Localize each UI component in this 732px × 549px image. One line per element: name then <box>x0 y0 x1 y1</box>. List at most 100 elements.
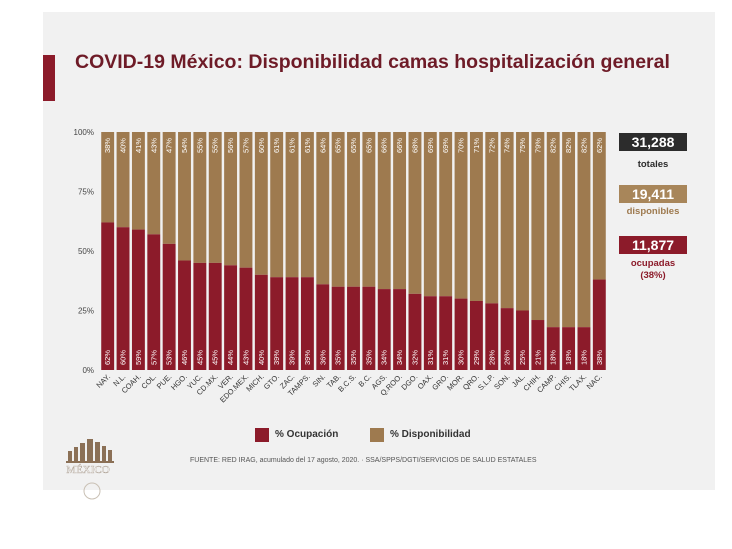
data-label-ocupacion: 35% <box>349 350 358 365</box>
bar-disponibilidad <box>331 132 345 287</box>
ocupadas-badge: 11,877 <box>619 236 687 254</box>
data-label-ocupacion: 46% <box>180 350 189 365</box>
x-tick-label: DGO. <box>399 372 419 392</box>
data-label-ocupacion: 59% <box>134 350 143 365</box>
data-label-disponibilidad: 65% <box>334 138 343 153</box>
data-label-disponibilidad: 60% <box>257 138 266 153</box>
bar-disponibilidad <box>592 132 606 280</box>
bar-ocupacion <box>577 327 591 370</box>
bar-disponibilidad <box>500 132 514 309</box>
x-tick-label: B.C.S. <box>336 372 358 394</box>
bar-ocupacion <box>254 274 268 370</box>
bar-ocupacion <box>408 293 422 370</box>
bar-ocupacion <box>131 229 145 370</box>
bar-ocupacion <box>208 262 222 370</box>
data-label-ocupacion: 60% <box>119 350 128 365</box>
bar-ocupacion <box>500 308 514 370</box>
data-label-disponibilidad: 69% <box>426 138 435 153</box>
data-label-ocupacion: 26% <box>503 350 512 365</box>
data-label-ocupacion: 45% <box>195 350 204 365</box>
x-tick-label: TLAX. <box>567 372 588 393</box>
y-tick-label: 25% <box>78 307 94 316</box>
bar-ocupacion <box>377 289 391 370</box>
legend-disponibilidad-label: % Disponibilidad <box>390 429 471 440</box>
bar-disponibilidad <box>469 132 483 301</box>
bar-disponibilidad <box>577 132 591 328</box>
data-label-ocupacion: 39% <box>288 350 297 365</box>
title-accent-bar <box>43 55 55 101</box>
bar-disponibilidad <box>362 132 376 287</box>
bar-ocupacion <box>300 277 314 370</box>
data-label-disponibilidad: 82% <box>564 138 573 153</box>
y-tick-label: 50% <box>78 247 94 256</box>
x-tick-label: SON. <box>492 372 511 391</box>
data-label-disponibilidad: 82% <box>579 138 588 153</box>
data-label-ocupacion: 18% <box>564 350 573 365</box>
data-label-disponibilidad: 61% <box>272 138 281 153</box>
data-label-disponibilidad: 75% <box>518 138 527 153</box>
data-label-ocupacion: 34% <box>380 350 389 365</box>
bar-disponibilidad <box>178 132 191 261</box>
bar-ocupacion <box>454 298 468 370</box>
bar-disponibilidad <box>101 132 115 223</box>
y-tick-label: 0% <box>82 366 94 375</box>
data-label-ocupacion: 28% <box>487 350 496 365</box>
data-label-disponibilidad: 47% <box>165 138 174 153</box>
data-label-disponibilidad: 38% <box>103 138 112 153</box>
data-label-ocupacion: 34% <box>395 350 404 365</box>
legend-ocupacion-swatch <box>255 428 269 442</box>
legend-ocupacion-label: % Ocupación <box>275 429 339 440</box>
logo-wordmark: MÉXICO <box>66 464 109 476</box>
data-label-ocupacion: 31% <box>426 350 435 365</box>
x-tick-label: S.L.P. <box>476 372 496 392</box>
data-label-disponibilidad: 66% <box>395 138 404 153</box>
data-label-disponibilidad: 61% <box>288 138 297 153</box>
bar-ocupacion <box>331 286 345 370</box>
ocupadas-label: ocupadas <box>630 258 676 269</box>
ocupadas-pct: (38%) <box>640 270 666 281</box>
bar-disponibilidad <box>516 132 529 311</box>
bar-disponibilidad <box>300 132 314 278</box>
bar-ocupacion <box>516 310 529 370</box>
bar-ocupacion <box>531 320 545 370</box>
data-label-disponibilidad: 72% <box>487 138 496 153</box>
data-label-disponibilidad: 68% <box>410 138 419 153</box>
bar-ocupacion <box>147 234 161 370</box>
chart-title: COVID-19 México: Disponibilidad camas ho… <box>75 51 670 73</box>
data-label-disponibilidad: 61% <box>303 138 312 153</box>
data-label-disponibilidad: 54% <box>180 138 189 153</box>
x-tick-label: MOR. <box>445 372 465 392</box>
data-label-disponibilidad: 70% <box>457 138 466 153</box>
data-label-disponibilidad: 74% <box>503 138 512 153</box>
bar-ocupacion <box>347 286 360 370</box>
data-label-ocupacion: 43% <box>241 350 250 365</box>
data-label-ocupacion: 18% <box>549 350 558 365</box>
x-tick-label: SIN. <box>311 372 328 389</box>
data-label-disponibilidad: 66% <box>380 138 389 153</box>
data-label-ocupacion: 45% <box>211 350 220 365</box>
totales-badge: 31,288 <box>619 133 687 151</box>
data-label-ocupacion: 35% <box>334 350 343 365</box>
bar-disponibilidad <box>439 132 453 297</box>
bar-ocupacion <box>439 296 453 370</box>
legend-disponibilidad-swatch <box>370 428 384 442</box>
data-label-ocupacion: 18% <box>579 350 588 365</box>
bar-ocupacion <box>592 279 606 370</box>
data-label-ocupacion: 31% <box>441 350 450 365</box>
bar-disponibilidad <box>208 132 222 263</box>
bar-disponibilidad <box>562 132 576 328</box>
bar-ocupacion <box>469 300 483 370</box>
bar-ocupacion <box>423 296 437 370</box>
mexico-government-logo: MÉXICO <box>66 439 114 500</box>
bar-disponibilidad <box>224 132 238 266</box>
x-tick-label: NAC. <box>585 372 604 391</box>
data-label-ocupacion: 57% <box>149 350 158 365</box>
bar-ocupacion <box>546 327 560 370</box>
y-tick-label: 75% <box>78 188 94 197</box>
data-label-disponibilidad: 64% <box>318 138 327 153</box>
data-label-ocupacion: 35% <box>364 350 373 365</box>
bar-ocupacion <box>285 277 299 370</box>
bar-disponibilidad <box>193 132 207 263</box>
data-label-disponibilidad: 55% <box>211 138 220 153</box>
